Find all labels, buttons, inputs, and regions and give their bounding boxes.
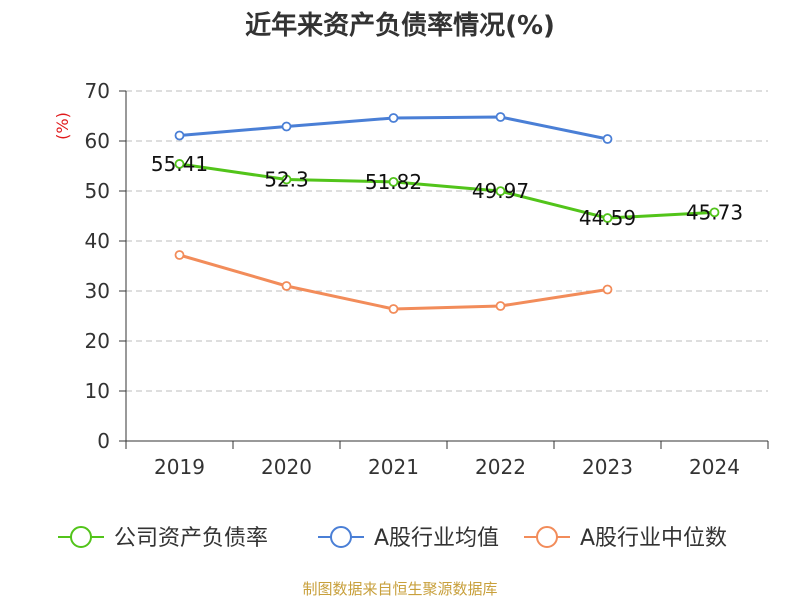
legend-label: A股行业均值 [374, 526, 499, 551]
y-tick-label: 70 [85, 79, 110, 103]
data-point[interactable] [602, 284, 613, 295]
y-tick-label: 40 [85, 229, 110, 253]
legend-circle-icon [330, 526, 352, 548]
y-tick-label: 60 [85, 129, 110, 153]
data-label: 55.41 [151, 152, 208, 176]
data-label: 49.97 [472, 179, 529, 203]
data-label: 44.59 [579, 206, 636, 230]
data-point[interactable] [709, 207, 720, 218]
data-point[interactable] [281, 281, 292, 291]
data-point[interactable] [388, 176, 399, 187]
source-note: 制图数据来自恒生聚源数据库 [302, 580, 497, 598]
x-tick-label: 2020 [261, 455, 312, 479]
legend-circle-icon [536, 526, 558, 548]
y-tick-label: 10 [85, 379, 110, 403]
y-tick-label: 50 [85, 179, 110, 203]
chart-title: 近年来资产负债率情况(%) [245, 10, 555, 41]
data-point[interactable] [495, 301, 506, 311]
y-axis-label: (%) [53, 112, 72, 140]
data-point[interactable] [174, 250, 185, 260]
legend-circle-icon [70, 526, 92, 548]
series-lines [174, 112, 720, 314]
series-line-2 [179, 253, 608, 311]
grid-lines [126, 90, 768, 392]
y-tick-label: 0 [97, 429, 110, 453]
data-point[interactable] [602, 134, 613, 144]
data-labels: 55.41 52.3 51.82 49.97 44.59 45.73 [151, 152, 743, 230]
legend-item-0[interactable]: 公司资产负债率 [58, 526, 268, 551]
legend-label: 公司资产负债率 [114, 526, 268, 551]
x-tick-label: 2021 [368, 455, 419, 479]
x-tick-label: 2022 [475, 455, 526, 479]
axes: 0 10 20 30 40 50 60 70 2019 2020 2021 2022 2023 2024 [85, 79, 769, 479]
legend[interactable]: 公司资产负债率 A股行业均值 A股行业中位数 [58, 526, 727, 551]
data-point[interactable] [388, 304, 399, 314]
data-point[interactable] [495, 112, 506, 122]
data-point[interactable] [602, 213, 613, 223]
data-label: 52.3 [264, 168, 309, 192]
y-tick-label: 30 [85, 279, 110, 303]
data-point[interactable] [174, 130, 185, 141]
legend-item-2[interactable]: A股行业中位数 [524, 526, 727, 551]
series-line-0 [179, 162, 715, 220]
data-label: 45.73 [686, 200, 743, 224]
x-tick-label: 2023 [582, 455, 633, 479]
legend-item-1[interactable]: A股行业均值 [318, 526, 499, 551]
legend-label: A股行业中位数 [580, 526, 727, 551]
data-point[interactable] [388, 113, 399, 123]
data-point[interactable] [281, 121, 292, 132]
data-label: 51.82 [365, 170, 422, 194]
x-tick-label: 2019 [154, 455, 205, 479]
data-point[interactable] [495, 186, 506, 197]
x-tick-label: 2024 [689, 455, 740, 479]
y-tick-label: 20 [85, 329, 110, 353]
data-point[interactable] [174, 159, 185, 169]
data-point[interactable] [281, 174, 292, 185]
